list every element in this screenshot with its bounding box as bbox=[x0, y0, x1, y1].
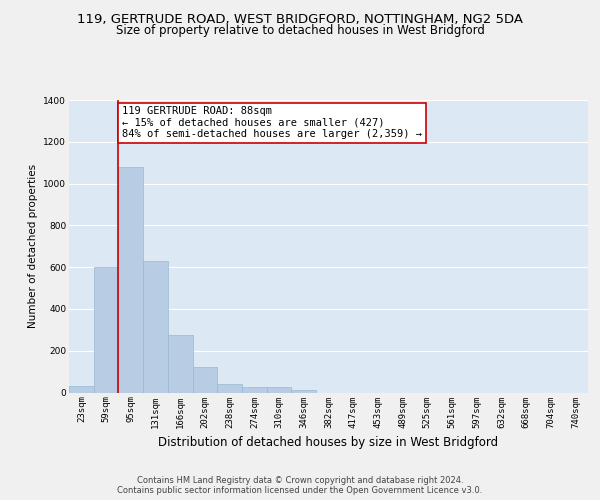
Bar bbox=[94, 267, 118, 392]
Bar bbox=[143, 261, 168, 392]
Text: 119, GERTRUDE ROAD, WEST BRIDGFORD, NOTTINGHAM, NG2 5DA: 119, GERTRUDE ROAD, WEST BRIDGFORD, NOTT… bbox=[77, 12, 523, 26]
Text: Contains public sector information licensed under the Open Government Licence v3: Contains public sector information licen… bbox=[118, 486, 482, 495]
Bar bbox=[242, 388, 267, 392]
Bar bbox=[168, 335, 193, 392]
Bar bbox=[118, 167, 143, 392]
Bar bbox=[217, 384, 242, 392]
Bar bbox=[292, 390, 316, 392]
Bar bbox=[267, 388, 292, 392]
X-axis label: Distribution of detached houses by size in West Bridgford: Distribution of detached houses by size … bbox=[158, 436, 499, 449]
Text: 119 GERTRUDE ROAD: 88sqm
← 15% of detached houses are smaller (427)
84% of semi-: 119 GERTRUDE ROAD: 88sqm ← 15% of detach… bbox=[122, 106, 422, 140]
Text: Size of property relative to detached houses in West Bridgford: Size of property relative to detached ho… bbox=[116, 24, 484, 37]
Text: Contains HM Land Registry data © Crown copyright and database right 2024.: Contains HM Land Registry data © Crown c… bbox=[137, 476, 463, 485]
Bar bbox=[193, 368, 217, 392]
Y-axis label: Number of detached properties: Number of detached properties bbox=[28, 164, 38, 328]
Bar bbox=[69, 386, 94, 392]
